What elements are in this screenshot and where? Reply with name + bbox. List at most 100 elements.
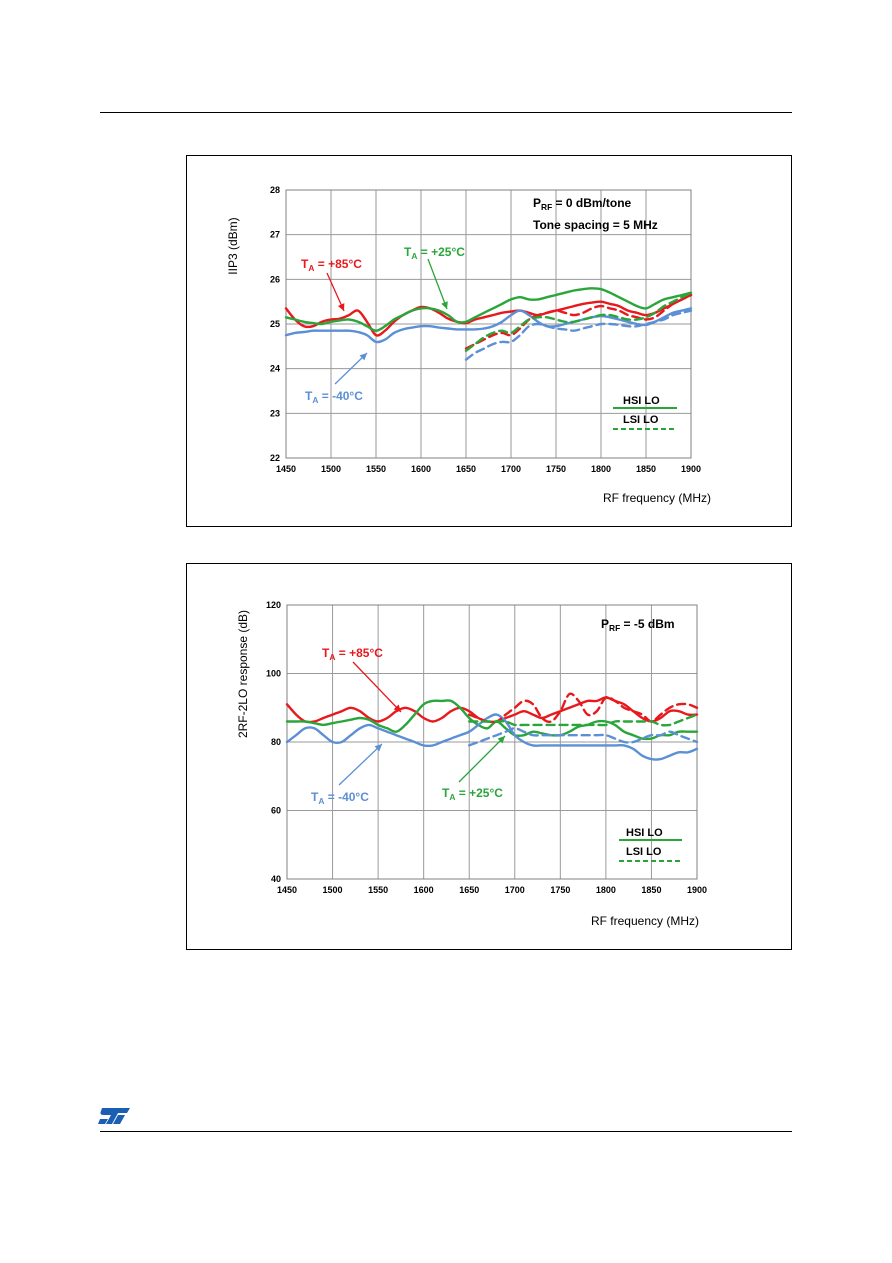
rf2lo-y-tick-label: 120 (266, 600, 281, 610)
rf2lo-temp-arrow-head (497, 736, 505, 744)
iip3-series-line-3 (464, 293, 693, 350)
iip3-temp-annotation: TA = -40°C (305, 389, 363, 405)
rf2lo-temp-annotation: TA = -40°C (311, 790, 369, 806)
iip3-temp-arrow-head (441, 301, 448, 309)
iip3-x-tick-label: 1600 (411, 464, 431, 474)
iip3-condition-text: PRF = 0 dBm/tone (533, 196, 632, 212)
iip3-condition-text-rest: = 0 dBm/tone (552, 196, 631, 210)
rf2lo-temp-arrow (352, 661, 402, 713)
rf2lo-x-tick-label: 1500 (323, 885, 343, 895)
rf2lo-temp-annotation-main: T (442, 786, 450, 800)
rf2lo-x-tick-label: 1550 (368, 885, 388, 895)
iip3-y-tick-label: 23 (270, 408, 280, 418)
iip3-temp-annotation-rest: = +85°C (314, 257, 362, 271)
iip3-temp-annotation-sub: A (312, 395, 318, 405)
iip3-x-tick-label: 1850 (636, 464, 656, 474)
iip3-temp-annotation-rest: = +25°C (417, 245, 465, 259)
rf2lo-condition-text-rest: = -5 dBm (620, 617, 674, 631)
iip3-legend-hsi-label: HSI LO (623, 395, 660, 407)
rf2lo-x-tick-label: 1750 (550, 885, 570, 895)
rf2lo-x-tick-label: 1450 (277, 885, 297, 895)
iip3-series-line-2 (284, 307, 693, 344)
rf2lo-x-tick-label: 1800 (596, 885, 616, 895)
2rf2lo-chart-frame: 1450 1500 1550 1600 1650 1700 1750 1800 1850 1900… (186, 563, 792, 950)
rf2lo-temp-annotation: TA = +25°C (442, 786, 503, 802)
iip3-x-tick-label: 1650 (456, 464, 476, 474)
iip3-series-line-4 (464, 291, 693, 352)
rf2lo-y-tick-label: 40 (271, 874, 281, 884)
iip3-x-tick-label: 1900 (681, 464, 701, 474)
iip3-temp-annotation-main: T (305, 389, 313, 403)
iip3-x-tick-label: 1800 (591, 464, 611, 474)
rf2lo-series-group (285, 692, 699, 761)
iip3-y-tick-label: 25 (270, 319, 280, 329)
iip3-plot-area (285, 189, 692, 459)
iip3-x-tick-label: 1550 (366, 464, 386, 474)
rf2lo-series-line-5 (468, 727, 699, 747)
iip3-temp-annotation-main: T (404, 245, 412, 259)
iip3-y-tick-label: 26 (270, 274, 280, 284)
iip3-x-tick-label: 1750 (546, 464, 566, 474)
rf2lo-x-tick-label: 1900 (687, 885, 707, 895)
iip3-temp-annotation-sub: A (411, 251, 417, 261)
iip3-condition-text-main: P (533, 196, 541, 210)
iip3-series-group (284, 287, 693, 361)
iip3-temp-annotation-rest: = -40°C (318, 389, 363, 403)
rf2lo-legend-hsi-label: HSI LO (626, 827, 663, 839)
iip3-x-axis-label: RF frequency (MHz) (603, 491, 711, 505)
iip3-legend-lsi-label: LSI LO (623, 414, 659, 426)
iip3-chart: 1450 1500 1550 1600 1650 1700 1750 1800 1850 1900… (226, 185, 711, 505)
rf2lo-temp-annotation-main: T (322, 646, 330, 660)
footer-rule (100, 1131, 792, 1132)
iip3-legend: HSI LO LSI LO (613, 395, 677, 430)
rf2lo-series-line-3 (468, 692, 699, 724)
iip3-y-axis-label: IIP3 (dBm) (226, 217, 240, 274)
iip3-y-tick-label: 28 (270, 185, 280, 195)
rf2lo-temp-annotation-sub: A (318, 796, 324, 806)
iip3-series-line-1 (284, 287, 693, 332)
rf2lo-temp-arrow-head (374, 744, 382, 752)
iip3-condition-text-sub: RF (541, 202, 552, 212)
iip3-temp-arrow-head (359, 353, 367, 361)
rf2lo-temp-annotation-rest: = +85°C (335, 646, 383, 660)
rf2lo-x-tick-label: 1850 (641, 885, 661, 895)
iip3-y-tick-label: 22 (270, 453, 280, 463)
rf2lo-condition-text-sub: RF (609, 623, 620, 633)
iip3-x-tick-label: 1500 (321, 464, 341, 474)
rf2lo-temp-annotation: TA = +85°C (322, 646, 383, 662)
rf2lo-condition-text-main: P (601, 617, 609, 631)
iip3-y-tick-label: 27 (270, 230, 280, 240)
iip3-x-tick-label: 1700 (501, 464, 521, 474)
rf2lo-series-line-0 (285, 696, 699, 724)
rf2lo-temp-arrow-head (393, 704, 401, 712)
rf2lo-series-line-2 (285, 713, 699, 761)
iip3-condition-text-main: Tone spacing = 5 MHz (533, 218, 658, 232)
rf2lo-x-tick-label: 1600 (414, 885, 434, 895)
iip3-temp-arrow (427, 258, 448, 310)
rf2lo-temp-annotation-sub: A (329, 652, 335, 662)
rf2lo-x-tick-label: 1650 (459, 885, 479, 895)
iip3-x-tick-label: 1450 (276, 464, 296, 474)
rf2lo-series-line-1 (285, 699, 699, 741)
iip3-temp-annotation: TA = +85°C (301, 257, 362, 273)
iip3-temp-annotation-main: T (301, 257, 309, 271)
rf2lo-temp-annotation-sub: A (449, 792, 455, 802)
2rf2lo-chart: 1450 1500 1550 1600 1650 1700 1750 1800 1850 1900… (236, 600, 707, 928)
iip3-series-line-5 (464, 309, 693, 361)
rf2lo-y-tick-label: 80 (271, 737, 281, 747)
iip3-y-tick-label: 24 (270, 364, 280, 374)
rf2lo-condition-text: PRF = -5 dBm (601, 617, 675, 633)
rf2lo-temp-annotation-main: T (311, 790, 319, 804)
rf2lo-temp-annotation-rest: = +25°C (455, 786, 503, 800)
rf2lo-temp-arrow (338, 743, 383, 786)
iip3-temp-annotation: TA = +25°C (404, 245, 465, 261)
header-rule (100, 112, 792, 113)
rf2lo-x-tick-label: 1700 (505, 885, 525, 895)
rf2lo-y-axis-label: 2RF-2LO response (dB) (236, 610, 250, 738)
rf2lo-x-axis-label: RF frequency (MHz) (591, 914, 699, 928)
iip3-temp-arrow-head (337, 303, 345, 311)
iip3-condition-text: Tone spacing = 5 MHz (533, 218, 658, 232)
rf2lo-legend: HSI LO LSI LO (619, 827, 682, 862)
rf2lo-y-tick-label: 100 (266, 669, 281, 679)
rf2lo-temp-annotation-rest: = -40°C (324, 790, 369, 804)
